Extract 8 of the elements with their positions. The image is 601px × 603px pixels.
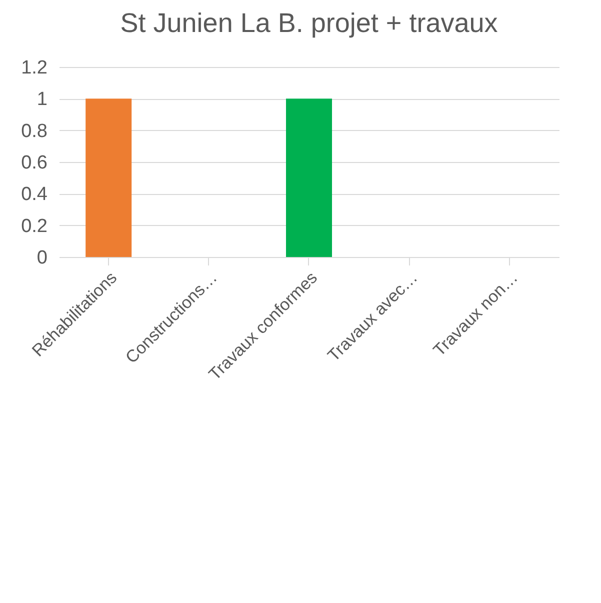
y-tick-label: 0 [36,248,48,268]
y-tick-label: 0.8 [21,120,48,142]
y-tick-label: 1.2 [21,58,48,78]
y-tick-label: 1 [36,89,48,110]
y-tick-label: 0.4 [21,184,48,206]
y-tick-label: 0.6 [21,152,48,174]
y-tick-label: 0.2 [21,216,48,237]
chart-title: St Junien La B. projet + travaux [120,8,498,38]
